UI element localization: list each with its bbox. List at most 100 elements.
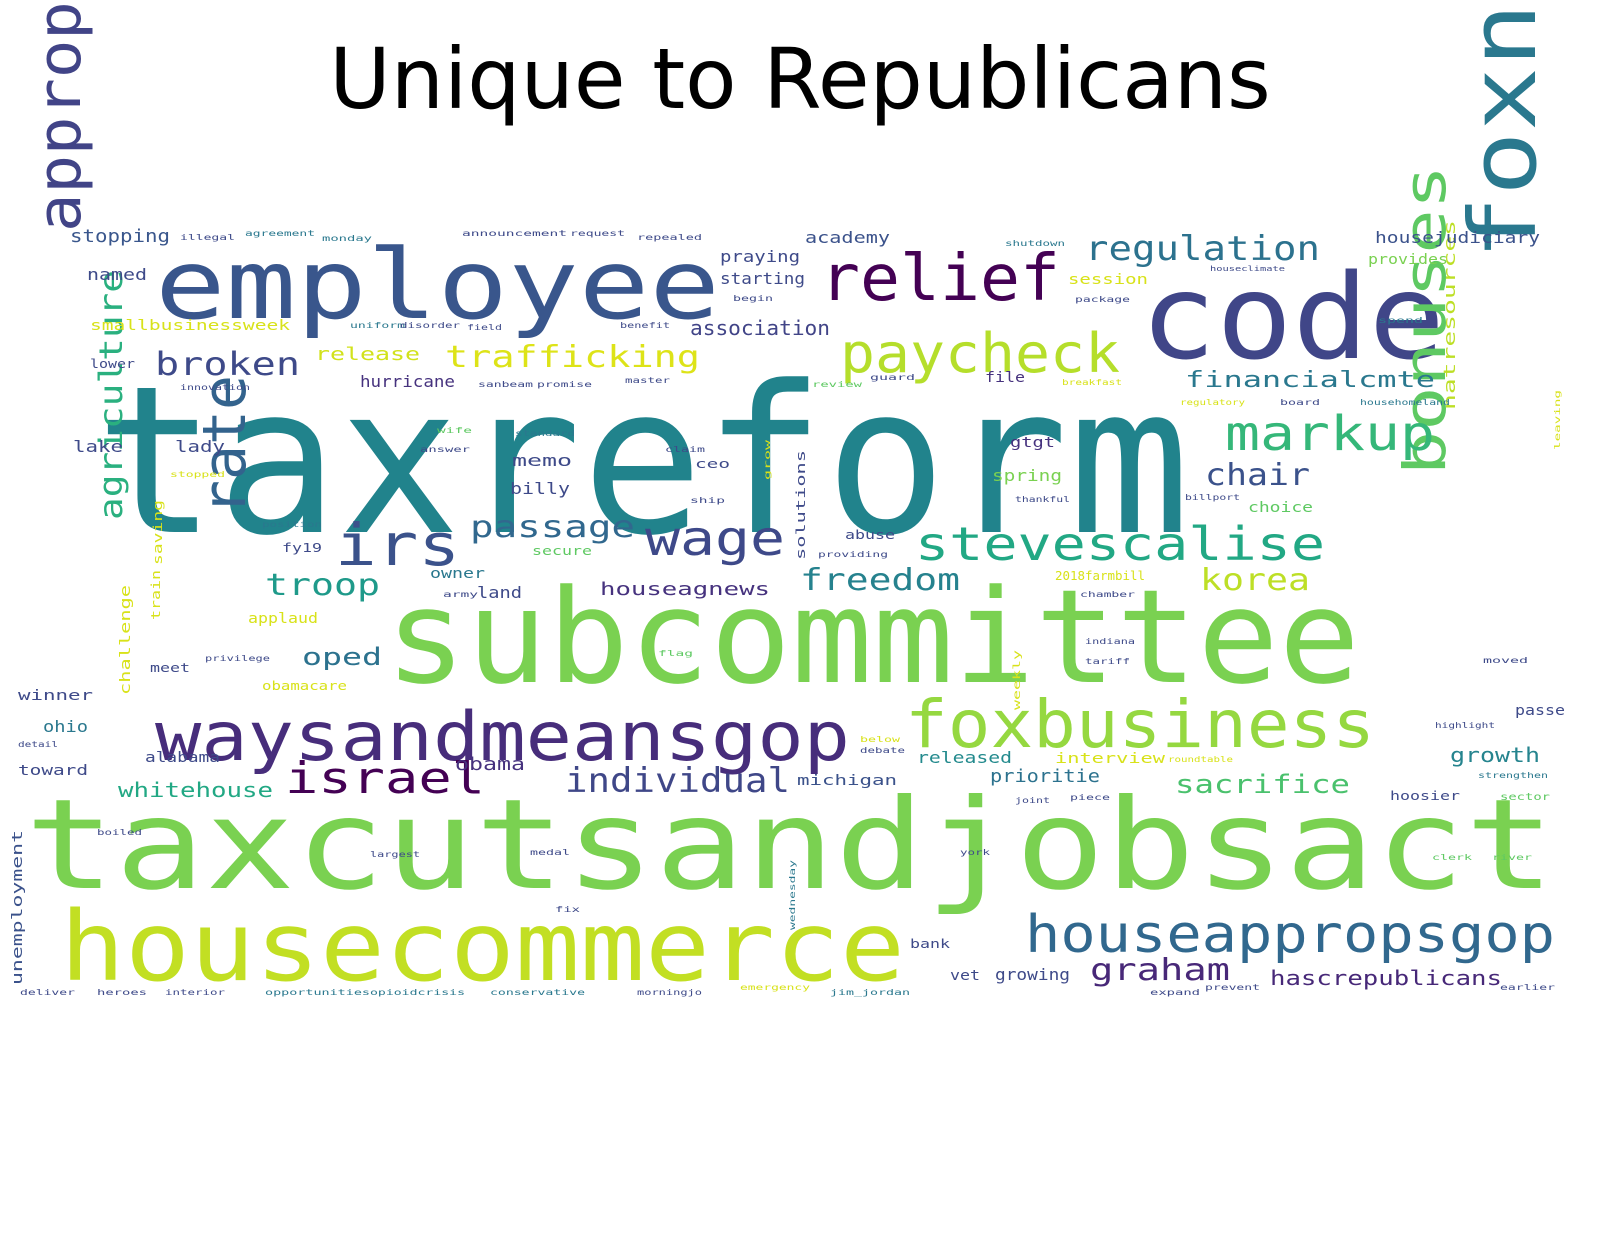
word-vet: vet (950, 968, 980, 984)
word-flag: flag (658, 649, 693, 658)
word-hoosier: hoosier (1390, 789, 1460, 803)
word-markup: markup (1225, 406, 1435, 462)
word-detail: detail (18, 740, 58, 749)
word-request: request (570, 229, 625, 238)
word-alabama: alabama (145, 750, 220, 766)
word-spend: spend (1378, 316, 1423, 325)
word-roundtable: roundtable (1168, 755, 1233, 764)
word-land: land (477, 583, 522, 602)
word-hurricane: hurricane (360, 372, 455, 391)
word-applaud: applaud (248, 611, 318, 627)
word-saving: saving (151, 500, 165, 565)
word-file: file (985, 370, 1025, 386)
word-broken: broken (155, 345, 300, 383)
word-field: field (467, 323, 502, 332)
word-interview: interview (1055, 751, 1166, 767)
word-ohio: ohio (43, 717, 88, 736)
word-passe: passe (1515, 703, 1565, 719)
word-houseclimate: houseclimate (1210, 265, 1285, 273)
word-position: position (262, 520, 322, 529)
word-expand: expand (1150, 988, 1200, 997)
word-spring: spring (992, 466, 1062, 485)
word-appropriation: appropriation (25, 0, 95, 232)
word-trafficking: trafficking (445, 340, 700, 375)
word-illegal: illegal (180, 233, 235, 242)
word-lake: lake (73, 437, 123, 456)
word-rate: rate (190, 375, 260, 515)
word-clerk: clerk (1432, 853, 1472, 862)
word-agreement: agreement (245, 229, 315, 238)
word-challenge: challenge (118, 585, 134, 695)
word-sacrifice: sacrifice (1175, 770, 1350, 800)
word-largest: largest (370, 850, 420, 859)
word-conservative: conservative (490, 988, 585, 997)
word-master: master (625, 376, 670, 385)
word-obama: obama (455, 754, 525, 775)
word-announcement: announcement (462, 229, 567, 238)
word-2018farmbill: 2018farmbill (1055, 569, 1145, 583)
word-taxreform: taxreform (95, 343, 1190, 581)
word-named: named (87, 265, 147, 284)
word-boiled: boiled (97, 828, 142, 837)
word-irs: irs (335, 511, 460, 579)
word-financialcmte: financialcmte (1185, 368, 1435, 393)
word-fix: fix (555, 905, 580, 914)
word-paycheck: paycheck (840, 322, 1120, 385)
word-indiana: indiana (1085, 637, 1135, 646)
word-wednesday: wednesday (788, 860, 797, 930)
word-grow: grow (763, 440, 772, 480)
word-praying: praying (720, 247, 800, 266)
word-smallbusinessweek: smallbusinessweek (90, 318, 291, 334)
word-fy19: fy19 (282, 541, 322, 555)
word-housecommerce: housecommerce (60, 891, 905, 1003)
word-abuse: abuse (845, 528, 895, 542)
word-regulation: regulation (1085, 229, 1320, 269)
word-board: board (1280, 398, 1320, 407)
word-claim: claim (665, 445, 705, 454)
word-army: army (443, 590, 478, 599)
word-repealed: repealed (637, 233, 702, 242)
word-israel: israel (285, 753, 485, 804)
word-lady: lady (175, 437, 225, 456)
word-weekly: weekly (1012, 650, 1023, 710)
word-guard: guard (870, 373, 915, 382)
word-wife: wife (437, 426, 472, 435)
word-river: river (1492, 853, 1532, 862)
word-jim-jordan: jim_jordan (830, 988, 910, 997)
word-troop: troop (265, 568, 380, 603)
word-strengthen: strengthen (1478, 771, 1548, 780)
word-train: train (149, 570, 163, 620)
word-release: release (315, 344, 420, 365)
word-billport: billport (1185, 493, 1240, 502)
word-oped: oped (302, 643, 382, 671)
word-gtgt: gtgt (1010, 435, 1055, 451)
word-korea: korea (1200, 563, 1310, 598)
word-hascrepublicans: hascrepublicans (1270, 966, 1502, 990)
word-relief: relief (820, 242, 1060, 316)
word-innovation: innovation (180, 383, 250, 392)
word-thankful: thankful (1015, 495, 1070, 504)
word-houseappropsgop: houseappropsgop (1025, 905, 1555, 965)
word-heroes: heroes (97, 988, 147, 997)
word-bank: bank (910, 937, 951, 951)
word-below: below (860, 735, 900, 744)
word-privilege: privilege (205, 654, 270, 663)
word-released: released (917, 748, 1012, 767)
word-ceo: ceo (695, 457, 730, 471)
word-foxnews: foxnews (1450, 0, 1557, 260)
word-breakfast: breakfast (1062, 378, 1122, 387)
word-employee: employee (155, 229, 720, 341)
word-passage: passage (470, 510, 635, 545)
word-opportunities: opportunities (265, 988, 370, 997)
word-disorder: disorder (400, 321, 460, 330)
word-chair: chair (1205, 458, 1310, 493)
word-sanbeam: sanbeam (478, 380, 533, 389)
word-whitehouse: whitehouse (118, 778, 273, 802)
word-stevescalise: stevescalise (915, 517, 1325, 571)
word-morningjo: morningjo (637, 988, 702, 997)
word-standard: standard (515, 429, 575, 438)
word-freedom: freedom (800, 563, 960, 598)
word-review: review (812, 380, 862, 389)
cloud-background (0, 215, 1600, 1015)
word-session: session (1068, 272, 1148, 288)
